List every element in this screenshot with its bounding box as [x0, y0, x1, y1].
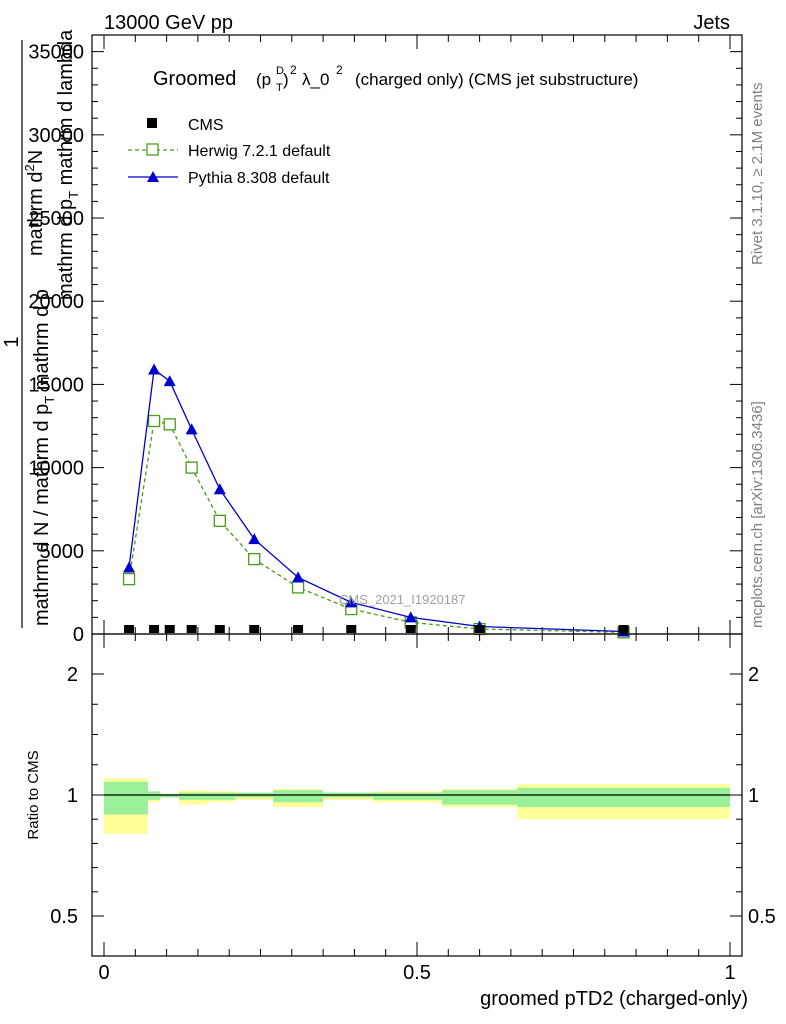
y-tick-label-6: 30000: [28, 125, 84, 147]
ratio-stat-band: [273, 790, 324, 803]
ratio-tick-label-left-1: 1: [67, 785, 78, 807]
ratio-ylabel: Ratio to CMS: [25, 750, 42, 839]
y-tick-label-5: 25000: [28, 208, 84, 230]
ratio-tick-label-right-2: 2: [748, 664, 759, 686]
herwig-point: [213, 514, 226, 528]
side-rivet-text: Rivet 3.1.10, ≥ 2.1M events: [749, 83, 766, 266]
side-mcplots-text: mcplots.cern.ch [arXiv:1306.3436]: [749, 401, 766, 628]
legend-marker-herwig: [146, 143, 159, 156]
ylabel-denominator-block: mathrm d pT mathrm d lambda: [55, 29, 81, 300]
legend: CMS Herwig 7.2.1 default Pythia 8.308 de…: [128, 117, 331, 187]
ylabel-bottom-block: mathrm d N / mathrm d pT mathrm d p: [31, 289, 57, 626]
cms-point: [164, 625, 175, 633]
ratio-stat-band: [160, 793, 180, 798]
side-rivet-block: Rivet 3.1.10, ≥ 2.1M events: [749, 83, 766, 266]
ratio-stat-band: [104, 781, 148, 815]
ratio-stat-band: [373, 792, 443, 800]
title-sup-2: 2: [290, 63, 297, 77]
y-tick-label-0: 0: [73, 624, 84, 646]
ratio-stat-band: [207, 792, 236, 800]
ylabel-bottom: mathrm d N / mathrm d pT mathrm d p: [31, 289, 57, 626]
cms-point: [346, 625, 357, 633]
title-sup-d: D: [276, 65, 284, 77]
x-axis-label: groomed pTD2 (charged-only): [480, 988, 748, 1010]
pythia-point: [345, 596, 358, 608]
y-tick-label-7: 35000: [28, 42, 84, 64]
x-tick-label-2: 1: [724, 962, 735, 984]
pythia-point: [292, 571, 305, 583]
ratio-tick-label-left-2: 2: [67, 664, 78, 686]
main-ylabel: 1: [1, 336, 23, 347]
y-tick-label-4: 20000: [28, 291, 84, 313]
y-tick-label-3: 15000: [28, 374, 84, 396]
ratio-stat-band: [179, 792, 208, 800]
ratio-ylabel-block: Ratio to CMS: [25, 750, 42, 839]
title-sup-2b: 2: [336, 63, 343, 77]
pythia-point: [163, 375, 176, 387]
ratio-stat-band: [442, 790, 518, 805]
plot-title: Groomed (p D T ) 2 λ_0 2 (charged only) …: [153, 63, 638, 94]
y-tick-label-2: 10000: [28, 458, 84, 480]
ylabel-one: 1: [1, 336, 23, 347]
title-close: ): [283, 70, 289, 89]
title-prefix: Groomed: [153, 68, 236, 90]
legend-label-pythia: Pythia 8.308 default: [188, 170, 330, 187]
herwig-point: [147, 414, 161, 428]
cms-point: [186, 625, 197, 633]
pythia-point: [248, 533, 261, 545]
title-suffix: (charged only) (CMS jet substructure): [355, 70, 638, 89]
y-tick-label-1: 5000: [40, 541, 85, 563]
cms-point: [124, 625, 135, 633]
ratio-stat-band: [147, 791, 161, 800]
header-right: Jets: [693, 12, 730, 34]
side-mcplots-block: mcplots.cern.ch [arXiv:1306.3436]: [749, 401, 766, 628]
herwig-point: [122, 572, 136, 586]
analysis-watermark: CMS_2021_I1920187: [339, 592, 466, 607]
ratio-tick-label-right-0: 0.5: [748, 906, 776, 928]
header-left: 13000 GeV pp: [104, 12, 233, 34]
ratio-tick-label-right-1: 1: [748, 785, 759, 807]
title-p: (p: [256, 70, 271, 89]
ratio-stat-band: [517, 787, 730, 808]
cms-point: [618, 625, 629, 633]
title-sub-t: T: [276, 82, 283, 94]
ratio-tick-label-left-0: 0.5: [50, 906, 78, 928]
cms-point: [214, 625, 225, 633]
herwig-point: [163, 418, 176, 431]
cms-point: [293, 625, 304, 633]
pythia-point: [404, 611, 417, 623]
pythia-point: [123, 561, 136, 573]
ylabel-numerator-block: mathrm d2N: [22, 150, 47, 256]
legend-label-cms: CMS: [188, 117, 224, 134]
x-tick-label-0: 0: [98, 962, 109, 984]
cms-point: [405, 625, 416, 633]
herwig-point: [291, 581, 305, 594]
cms-point: [474, 625, 485, 633]
herwig-point: [185, 461, 198, 474]
legend-marker-cms: [147, 118, 157, 128]
pythia-point: [213, 483, 226, 495]
ylabel-denominator: mathrm d pT mathrm d lambda: [55, 29, 81, 300]
title-lambda: λ_0: [302, 70, 329, 89]
legend-marker-pythia: [147, 171, 159, 182]
legend-label-herwig: Herwig 7.2.1 default: [188, 143, 331, 160]
pythia-point: [185, 423, 198, 435]
cms-point: [149, 625, 160, 633]
pythia-point: [148, 363, 161, 375]
cms-point: [249, 625, 260, 633]
ylabel-numerator: mathrm d2N: [22, 150, 47, 256]
x-tick-label-1: 0.5: [403, 962, 431, 984]
herwig-point: [248, 552, 261, 566]
